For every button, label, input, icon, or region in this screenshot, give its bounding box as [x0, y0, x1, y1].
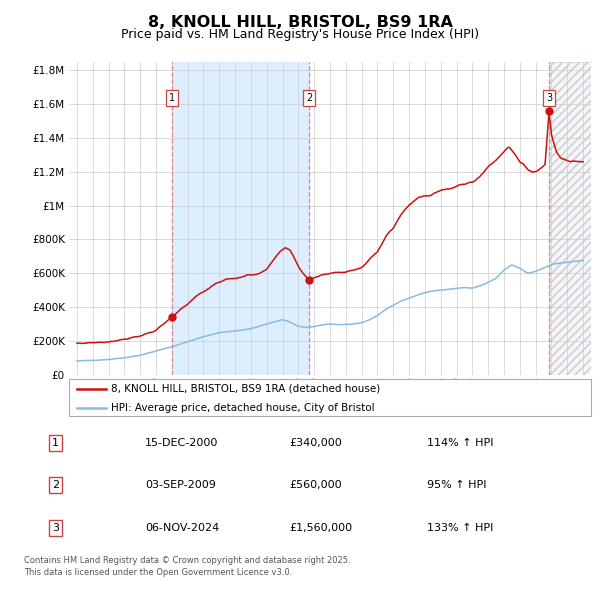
- Text: 8, KNOLL HILL, BRISTOL, BS9 1RA (detached house): 8, KNOLL HILL, BRISTOL, BS9 1RA (detache…: [111, 384, 380, 394]
- Bar: [549, 62, 591, 375]
- Text: Contains HM Land Registry data © Crown copyright and database right 2025.
This d: Contains HM Land Registry data © Crown c…: [24, 556, 350, 577]
- Text: Price paid vs. HM Land Registry's House Price Index (HPI): Price paid vs. HM Land Registry's House …: [121, 28, 479, 41]
- Text: 133% ↑ HPI: 133% ↑ HPI: [427, 523, 494, 533]
- Bar: [549, 62, 591, 375]
- Text: £340,000: £340,000: [289, 438, 342, 448]
- Text: 95% ↑ HPI: 95% ↑ HPI: [427, 480, 487, 490]
- Text: £1,560,000: £1,560,000: [289, 523, 352, 533]
- Text: 3: 3: [52, 523, 59, 533]
- Text: 03-SEP-2009: 03-SEP-2009: [145, 480, 216, 490]
- Text: 2: 2: [52, 480, 59, 490]
- Bar: [172, 62, 309, 375]
- Text: £560,000: £560,000: [289, 480, 341, 490]
- Text: 3: 3: [546, 93, 552, 103]
- Text: 8, KNOLL HILL, BRISTOL, BS9 1RA: 8, KNOLL HILL, BRISTOL, BS9 1RA: [148, 15, 452, 30]
- Text: 1: 1: [52, 438, 59, 448]
- Text: 06-NOV-2024: 06-NOV-2024: [145, 523, 219, 533]
- Text: 1: 1: [169, 93, 175, 103]
- Text: 114% ↑ HPI: 114% ↑ HPI: [427, 438, 494, 448]
- Text: HPI: Average price, detached house, City of Bristol: HPI: Average price, detached house, City…: [111, 403, 374, 413]
- Text: 2: 2: [306, 93, 312, 103]
- Text: 15-DEC-2000: 15-DEC-2000: [145, 438, 218, 448]
